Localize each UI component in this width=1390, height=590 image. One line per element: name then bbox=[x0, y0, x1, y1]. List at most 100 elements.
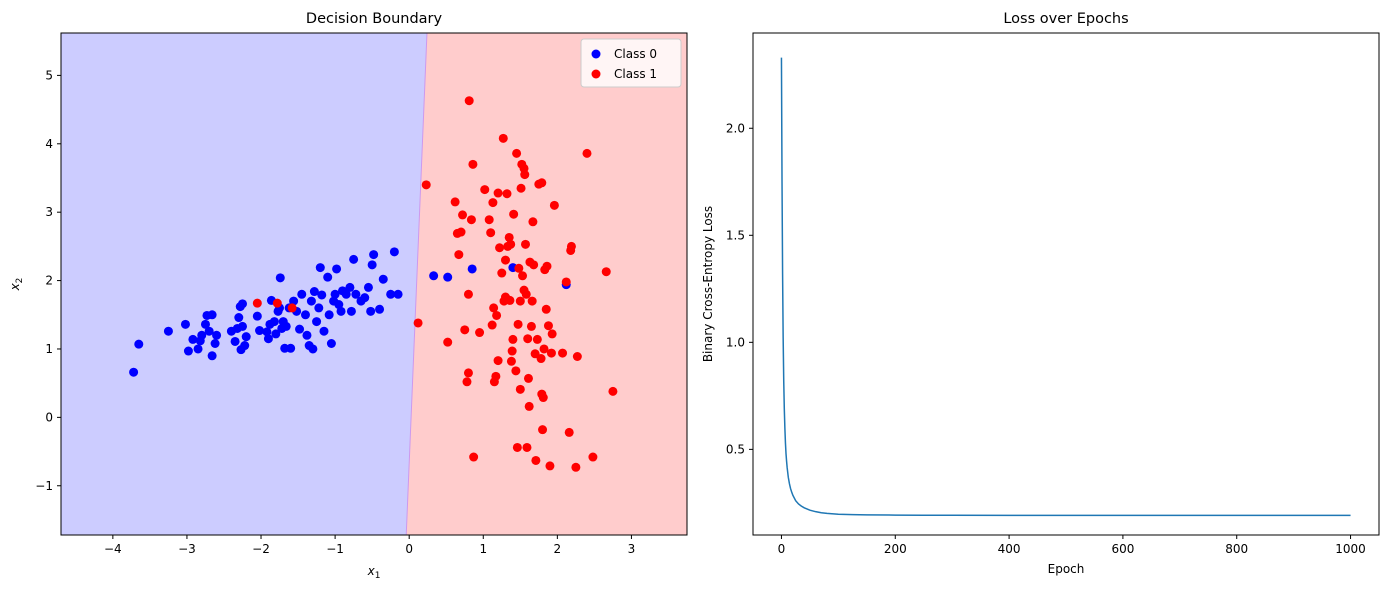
right-plot-frame bbox=[752, 32, 1380, 536]
class-1-point-2 bbox=[443, 337, 453, 347]
legend-box bbox=[580, 38, 682, 88]
class-1-point-98 bbox=[287, 303, 297, 313]
left-y-tick-label: 4 bbox=[45, 137, 53, 151]
class-1-point-0 bbox=[413, 318, 423, 328]
right-x-tick-label: 0 bbox=[778, 542, 786, 556]
class-1-point-94 bbox=[601, 267, 611, 277]
class-0-region bbox=[61, 33, 427, 535]
class-0-point-84 bbox=[443, 272, 453, 282]
class-1-point-28 bbox=[495, 243, 505, 253]
left-x-tick-label: −3 bbox=[178, 542, 196, 556]
class-1-point-18 bbox=[484, 215, 494, 225]
class-0-point-48 bbox=[302, 330, 312, 340]
class-1-point-95 bbox=[608, 386, 618, 396]
class-0-point-75 bbox=[366, 306, 376, 316]
class-1-point-52 bbox=[518, 271, 528, 281]
right-y-tick-label: 1.5 bbox=[726, 228, 745, 242]
class-1-point-50 bbox=[516, 183, 526, 193]
class-1-point-34 bbox=[502, 189, 512, 199]
class-0-point-74 bbox=[363, 282, 373, 292]
class-1-region bbox=[406, 33, 687, 535]
left-x-tick-label: 2 bbox=[554, 542, 562, 556]
class-0-point-11 bbox=[204, 326, 214, 336]
class-1-point-38 bbox=[506, 239, 516, 249]
class-1-point-96 bbox=[252, 298, 262, 308]
class-0-point-17 bbox=[230, 336, 240, 346]
class-0-point-25 bbox=[241, 332, 251, 342]
left-y-tick-label: −1 bbox=[35, 479, 53, 493]
class-0-point-27 bbox=[255, 326, 265, 336]
class-1-point-25 bbox=[492, 310, 502, 320]
legend-marker-class-0 bbox=[591, 49, 601, 59]
class-0-point-64 bbox=[334, 300, 344, 310]
class-0-point-23 bbox=[238, 321, 248, 331]
class-0-point-71 bbox=[351, 289, 361, 299]
class-0-point-32 bbox=[269, 317, 279, 327]
class-1-point-15 bbox=[469, 452, 479, 462]
class-0-point-68 bbox=[345, 282, 355, 292]
class-0-point-51 bbox=[308, 344, 318, 354]
class-0-point-5 bbox=[188, 334, 198, 344]
class-1-point-29 bbox=[497, 268, 507, 278]
left-y-tick-label: 2 bbox=[45, 274, 53, 288]
class-1-point-37 bbox=[505, 295, 515, 305]
class-1-point-36 bbox=[504, 232, 514, 242]
left-x-tick-label: −1 bbox=[326, 542, 344, 556]
class-1-point-60 bbox=[523, 373, 533, 383]
class-1-point-19 bbox=[486, 228, 496, 238]
class-0-point-9 bbox=[200, 319, 210, 329]
class-0-point-3 bbox=[180, 319, 190, 329]
class-1-point-74 bbox=[538, 425, 548, 435]
class-1-point-97 bbox=[272, 298, 282, 308]
left-y-axis-label-subscript: 2 bbox=[15, 278, 25, 284]
class-0-point-77 bbox=[369, 250, 379, 260]
class-1-point-82 bbox=[546, 348, 556, 358]
class-1-point-41 bbox=[508, 334, 518, 344]
class-1-point-1 bbox=[421, 180, 431, 190]
left-x-tick-label: 3 bbox=[628, 542, 636, 556]
class-0-point-15 bbox=[212, 330, 222, 340]
class-1-point-58 bbox=[522, 442, 532, 452]
class-0-point-26 bbox=[252, 311, 262, 321]
class-0-point-54 bbox=[314, 303, 324, 313]
class-0-point-45 bbox=[295, 324, 305, 334]
class-1-point-20 bbox=[487, 320, 497, 330]
class-1-point-93 bbox=[588, 452, 598, 462]
class-1-point-69 bbox=[532, 334, 542, 344]
class-1-point-79 bbox=[542, 261, 552, 271]
class-1-point-63 bbox=[526, 321, 536, 331]
class-0-point-65 bbox=[336, 306, 346, 316]
class-0-point-36 bbox=[275, 273, 285, 283]
class-0-point-73 bbox=[360, 293, 370, 303]
left-y-axis-label: x2 bbox=[8, 278, 25, 292]
class-1-point-66 bbox=[529, 260, 539, 270]
class-1-point-59 bbox=[523, 334, 533, 344]
class-1-point-83 bbox=[547, 329, 557, 339]
legend: Class 0 Class 1 bbox=[580, 38, 682, 88]
class-1-point-21 bbox=[488, 198, 498, 208]
left-chart-title: Decision Boundary bbox=[306, 11, 443, 27]
class-1-point-72 bbox=[537, 178, 547, 188]
class-1-point-9 bbox=[462, 377, 472, 387]
class-1-point-87 bbox=[564, 427, 574, 437]
left-x-tick-label: 1 bbox=[479, 542, 487, 556]
class-0-point-14 bbox=[210, 339, 220, 349]
class-1-point-84 bbox=[549, 200, 559, 210]
right-y-tick-label: 2.0 bbox=[726, 121, 745, 135]
class-0-point-80 bbox=[386, 289, 396, 299]
class-0-point-22 bbox=[238, 299, 248, 309]
class-1-point-49 bbox=[515, 384, 525, 394]
class-1-point-85 bbox=[558, 348, 568, 358]
class-1-point-3 bbox=[450, 197, 460, 207]
class-0-point-79 bbox=[378, 274, 388, 284]
right-x-tick-label: 400 bbox=[998, 542, 1021, 556]
left-x-tick-label: −4 bbox=[104, 542, 122, 556]
class-0-point-85 bbox=[467, 264, 477, 274]
right-x-tick-label: 800 bbox=[1225, 542, 1248, 556]
class-1-point-13 bbox=[466, 215, 476, 225]
class-1-point-12 bbox=[464, 96, 474, 106]
class-1-point-14 bbox=[468, 159, 478, 169]
class-1-point-7 bbox=[458, 210, 468, 220]
